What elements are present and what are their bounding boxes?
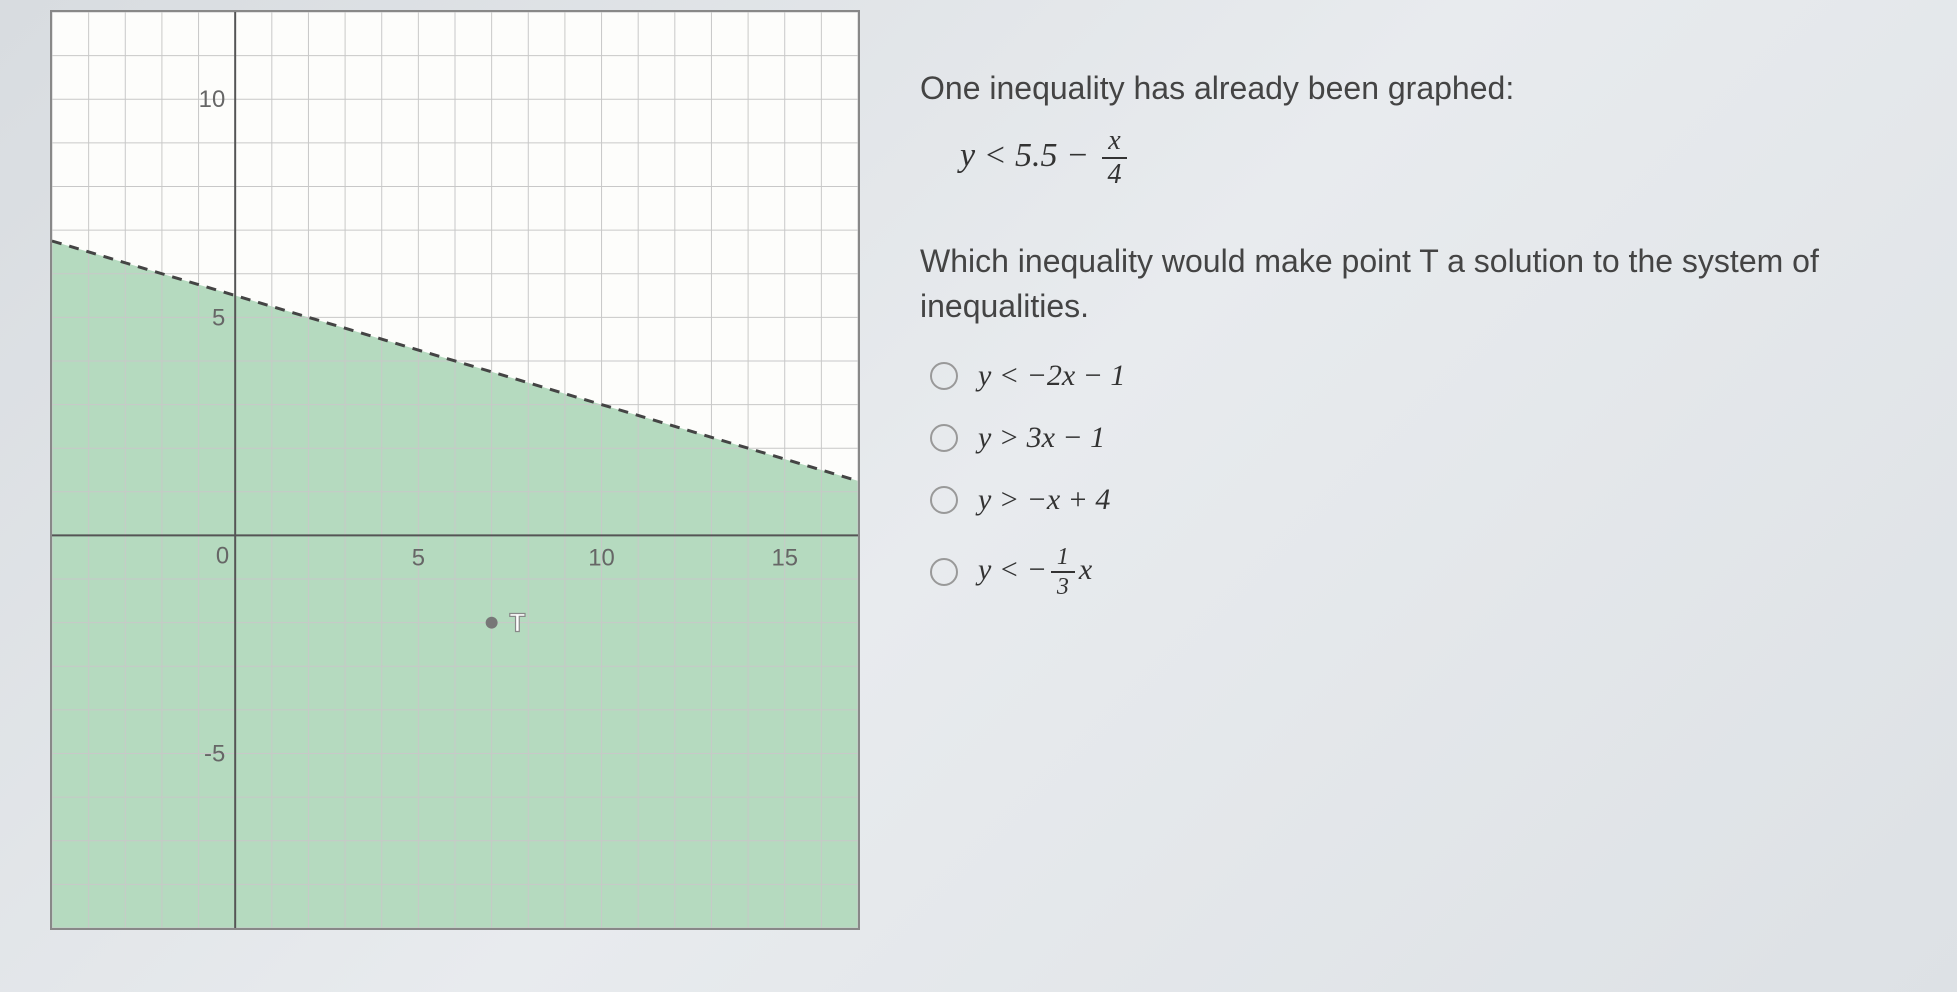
svg-text:5: 5	[212, 304, 225, 331]
svg-text:0: 0	[216, 542, 229, 569]
content-panel: One inequality has already been graphed:…	[900, 0, 1957, 992]
graphed-inequality-formula: y < 5.5 − x 4	[960, 127, 1907, 189]
formula-const: 5.5	[1015, 137, 1058, 174]
radio-button[interactable]	[930, 362, 958, 390]
svg-text:15: 15	[771, 544, 798, 571]
svg-text:5: 5	[412, 544, 425, 571]
formula-frac-den: 4	[1102, 159, 1128, 189]
svg-text:-5: -5	[204, 740, 225, 767]
formula-op: <	[984, 137, 1007, 174]
question-text: Which inequality would make point T a so…	[920, 239, 1907, 329]
option-row[interactable]: y > 3x − 1	[930, 421, 1907, 455]
option-formula: y < −13x	[978, 545, 1092, 599]
option-row[interactable]: y < −2x − 1	[930, 359, 1907, 393]
option-formula: y > 3x − 1	[978, 421, 1105, 455]
svg-text:10: 10	[199, 86, 226, 113]
formula-frac-num: x	[1102, 127, 1126, 159]
intro-text: One inequality has already been graphed:	[920, 70, 1907, 107]
page-container: 0 5 10 15 5 10 -5 T One inequality has already …	[0, 0, 1957, 992]
formula-lhs: y	[960, 137, 975, 174]
svg-text:T: T	[510, 610, 526, 638]
option-formula: y > −x + 4	[978, 483, 1110, 517]
radio-button[interactable]	[930, 558, 958, 586]
options-list: y < −2x − 1 y > 3x − 1 y > −x + 4 y < −13x	[930, 359, 1907, 599]
graph-panel: 0 5 10 15 5 10 -5 T	[50, 10, 860, 930]
svg-text:10: 10	[588, 544, 615, 571]
radio-button[interactable]	[930, 486, 958, 514]
formula-fraction: x 4	[1102, 127, 1128, 189]
radio-button[interactable]	[930, 424, 958, 452]
inequality-graph: 0 5 10 15 5 10 -5 T	[52, 12, 858, 928]
formula-minus: −	[1066, 137, 1089, 174]
option-row[interactable]: y < −13x	[930, 545, 1907, 599]
option-row[interactable]: y > −x + 4	[930, 483, 1907, 517]
option-formula: y < −2x − 1	[978, 359, 1125, 393]
